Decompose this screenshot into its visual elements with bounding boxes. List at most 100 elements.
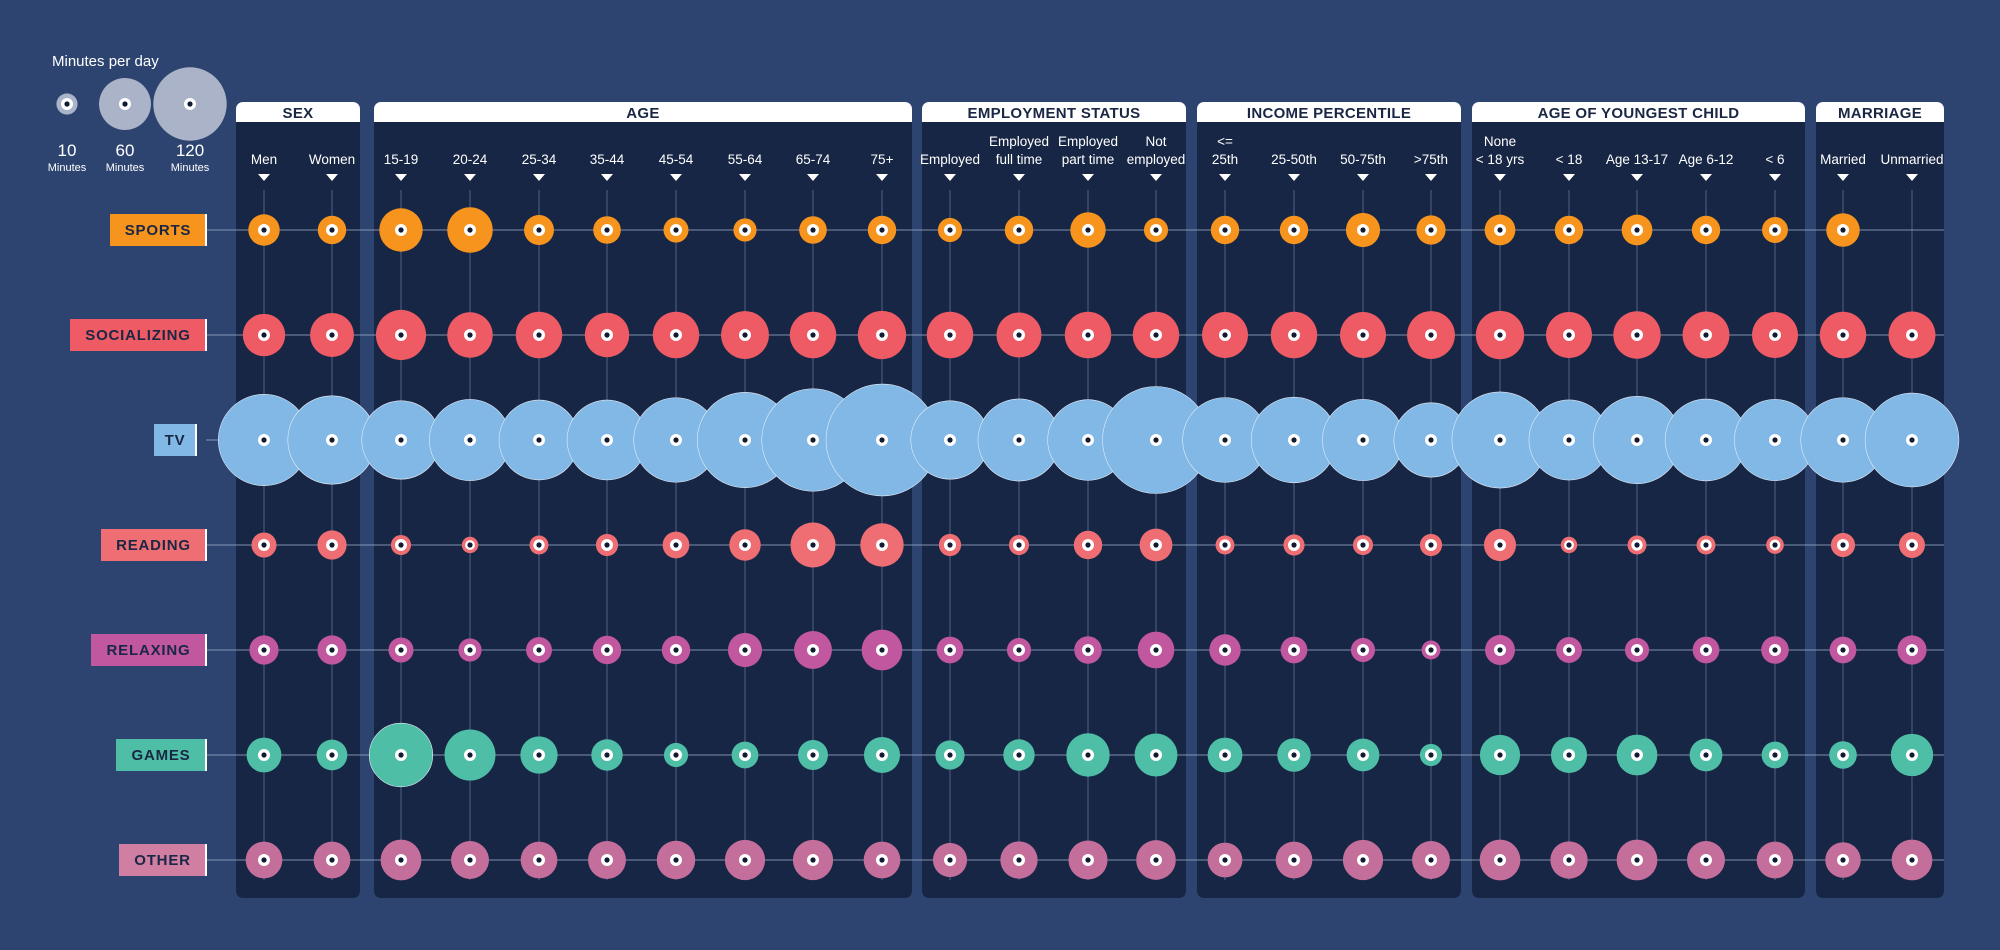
- bubble-dot: [673, 227, 679, 233]
- row-label-box-other: [119, 844, 206, 876]
- legend-title: Minutes per day: [52, 53, 159, 70]
- bubble-dot: [604, 227, 610, 233]
- column-marker-icon: [876, 174, 888, 181]
- legend-unit: Minutes: [48, 162, 87, 174]
- column-label-none-18-yrs: < 18 yrs: [1476, 152, 1525, 167]
- bubble-dot: [1497, 857, 1503, 863]
- column-label-employed-part-time: part time: [1062, 152, 1115, 167]
- bubble-dot: [742, 332, 748, 338]
- bubble-dot: [1016, 542, 1022, 548]
- bubble-dot: [329, 332, 335, 338]
- group-header-base: [1472, 112, 1805, 122]
- bubble-dot: [1085, 857, 1091, 863]
- bubble-dot: [398, 542, 404, 548]
- column-marker-icon: [739, 174, 751, 181]
- bubble-dot: [810, 227, 816, 233]
- column-label-age-13-17: Age 13-17: [1606, 152, 1668, 167]
- panel-sex: [236, 102, 360, 898]
- bubble-dot: [810, 752, 816, 758]
- bubble-dot: [810, 437, 816, 443]
- bubble-dot: [947, 437, 953, 443]
- column-label-15-19: 15-19: [384, 152, 419, 167]
- bubble-dot: [1840, 857, 1846, 863]
- column-marker-icon: [258, 174, 270, 181]
- bubble-dot: [1566, 857, 1572, 863]
- bubble-dot: [673, 857, 679, 863]
- column-marker-icon: [326, 174, 338, 181]
- bubble-dot: [673, 437, 679, 443]
- column-label-25th: <=: [1217, 134, 1233, 149]
- legend-bubble-dot: [64, 101, 70, 107]
- bubble-dot: [1566, 647, 1572, 653]
- bubble-dot: [742, 857, 748, 863]
- column-marker-icon: [1288, 174, 1300, 181]
- bubble-dot: [604, 752, 610, 758]
- bubble-dot: [398, 437, 404, 443]
- legend-bubble-dot: [122, 101, 128, 107]
- bubble-dot: [742, 227, 748, 233]
- group-header-label: INCOME PERCENTILE: [1247, 105, 1411, 122]
- group-header-label: AGE OF YOUNGEST CHILD: [1538, 105, 1740, 122]
- bubble-dot: [261, 857, 267, 863]
- bubble-dot: [810, 542, 816, 548]
- bubble-dot: [1428, 647, 1434, 653]
- bubble-dot: [536, 332, 542, 338]
- bubble-dot: [1840, 437, 1846, 443]
- bubble-dot: [1291, 437, 1297, 443]
- bubble-dot: [1909, 857, 1915, 863]
- legend-value-120: 120: [176, 141, 204, 160]
- row-label-box-reading: [101, 529, 206, 561]
- column-label-not-employed: Not: [1145, 134, 1166, 149]
- bubble-dot: [947, 332, 953, 338]
- bubble-dot: [398, 647, 404, 653]
- bubble-dot: [1703, 647, 1709, 653]
- bubble-dot: [1497, 647, 1503, 653]
- bubble-dot: [261, 542, 267, 548]
- bubble-dot: [673, 332, 679, 338]
- column-marker-icon: [944, 174, 956, 181]
- bubble-dot: [742, 542, 748, 548]
- bubble-dot: [1428, 542, 1434, 548]
- column-marker-icon: [1906, 174, 1918, 181]
- column-marker-icon: [1150, 174, 1162, 181]
- bubble-dot: [1772, 227, 1778, 233]
- column-label-women: Women: [309, 152, 355, 167]
- bubble-dot: [1016, 437, 1022, 443]
- bubble-dot: [947, 227, 953, 233]
- column-label-55-64: 55-64: [728, 152, 763, 167]
- bubble-dot: [1428, 332, 1434, 338]
- bubble-dot: [1153, 752, 1159, 758]
- bubble-dot: [879, 542, 885, 548]
- column-label-employed-full-time: full time: [996, 152, 1043, 167]
- bubble-dot: [1085, 542, 1091, 548]
- bubble-dot: [329, 752, 335, 758]
- row-label-sports: SPORTS: [125, 222, 191, 239]
- bubble-dot: [467, 227, 473, 233]
- legend-bubble-dot: [187, 101, 193, 107]
- bubble-dot: [1291, 227, 1297, 233]
- group-header-base: [236, 112, 360, 122]
- bubble-dot: [261, 332, 267, 338]
- bubble-dot: [1428, 437, 1434, 443]
- bubble-dot: [1909, 437, 1915, 443]
- column-marker-icon: [533, 174, 545, 181]
- bubble-dot: [1360, 227, 1366, 233]
- bubble-dot: [1016, 752, 1022, 758]
- column-marker-icon: [1013, 174, 1025, 181]
- bubble-dot: [1016, 227, 1022, 233]
- column-marker-icon: [807, 174, 819, 181]
- group-header-label: AGE: [626, 105, 659, 122]
- column-label-employed-part-time: Employed: [1058, 134, 1118, 149]
- bubble-dot: [329, 227, 335, 233]
- bubble-dot: [1222, 857, 1228, 863]
- bubble-dot: [1634, 647, 1640, 653]
- bubble-dot: [1360, 752, 1366, 758]
- bubble-dot: [1566, 332, 1572, 338]
- bubble-dot: [604, 542, 610, 548]
- bubble-dot: [1291, 332, 1297, 338]
- bubble-dot: [810, 857, 816, 863]
- bubble-dot: [1772, 857, 1778, 863]
- bubble-dot: [947, 752, 953, 758]
- bubble-dot: [1840, 542, 1846, 548]
- column-label-35-44: 35-44: [590, 152, 625, 167]
